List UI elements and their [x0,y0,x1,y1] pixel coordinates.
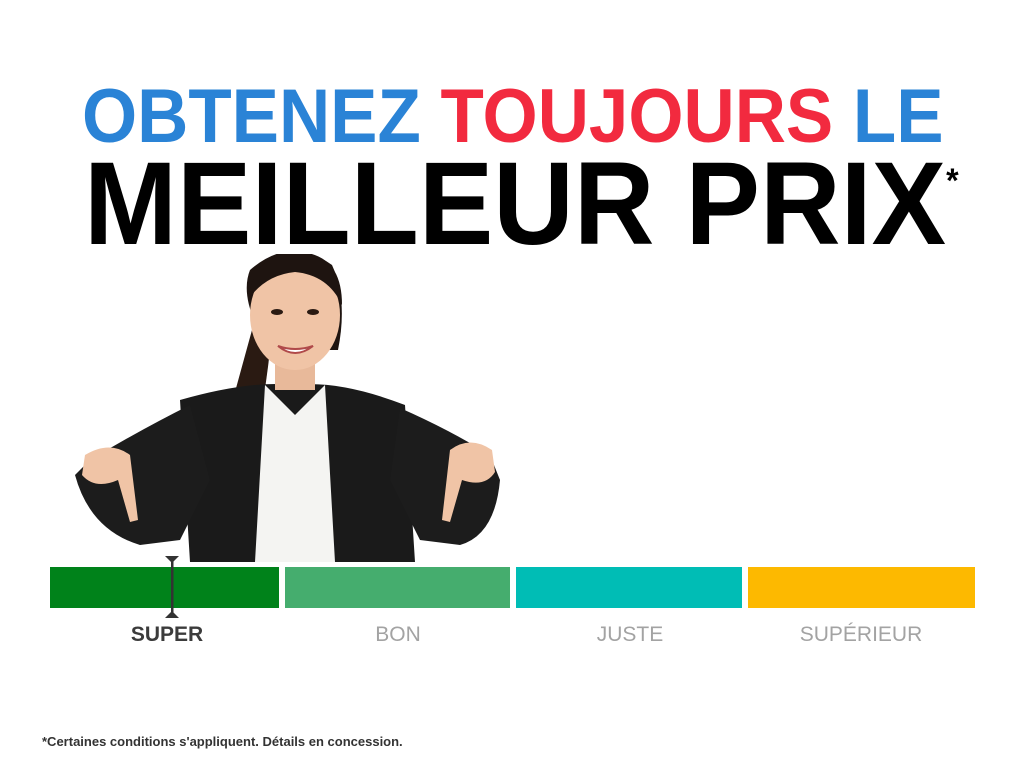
scale-label-juste: JUSTE [596,623,664,646]
scale-segment-bon [285,567,510,608]
headline-line2: MEILLEUR PRIX [84,138,947,270]
price-marker-icon [165,556,179,618]
footnote: *Certaines conditions s'appliquent. Déta… [42,734,403,749]
scale-label-bon: BON [375,623,421,646]
scale-segment-superieur [748,567,975,608]
scale-label-super: SUPER [130,623,204,646]
headline-line1: OBTENEZ TOUJOURS LE [82,79,944,155]
headline-asterisk: * [946,162,959,200]
headline-word-obtenez: OBTENEZ [82,74,421,159]
headline-word-le: LE [852,74,944,159]
headline-line2-row: MEILLEUR PRIX* [84,145,959,263]
scale-segment-super [50,567,279,608]
scale-label-superieur: SUPÉRIEUR [799,623,923,646]
scale-segment-juste [516,567,742,608]
headline-word-toujours: TOUJOURS [440,74,834,159]
woman-pointing-down-photo [75,254,500,562]
